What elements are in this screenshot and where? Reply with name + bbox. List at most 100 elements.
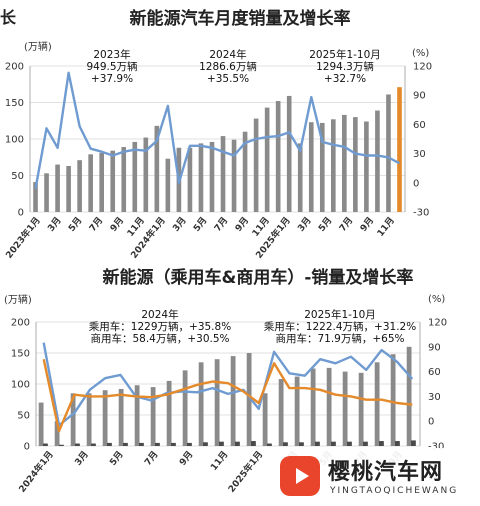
right-tick-label: 90 bbox=[413, 91, 426, 102]
bar bbox=[330, 119, 336, 212]
x-tick-label: 9月 bbox=[358, 215, 376, 234]
x-tick-label: 5月 bbox=[108, 449, 126, 468]
left-tick-label: 200 bbox=[5, 62, 24, 73]
watermark-name: 樱桃汽车网 bbox=[328, 460, 444, 485]
bar-commercial bbox=[203, 442, 208, 446]
bar bbox=[198, 143, 204, 212]
bar-commercial bbox=[315, 441, 320, 446]
annotation-line: 1286.6万辆 bbox=[199, 60, 257, 73]
bar-commercial bbox=[43, 443, 48, 446]
bar-passenger bbox=[38, 402, 44, 446]
left-tick-label: 150 bbox=[11, 349, 30, 360]
annotation-line: +35.5% bbox=[207, 73, 249, 85]
annotation-line: 2025年1-10月 bbox=[309, 48, 381, 61]
bar-commercial bbox=[379, 441, 384, 446]
bar-passenger bbox=[390, 354, 396, 446]
bar bbox=[33, 182, 38, 212]
x-tick-label: 2023年1月 bbox=[3, 214, 43, 260]
annotation-line: 商用车：71.9万辆，+65% bbox=[275, 332, 404, 345]
right-tick-label: 90 bbox=[428, 342, 441, 353]
x-tick-label: 7月 bbox=[212, 215, 230, 234]
left-tick-label: 0 bbox=[24, 442, 30, 453]
bar-passenger bbox=[134, 385, 140, 446]
bar bbox=[297, 143, 303, 212]
bar-passenger bbox=[326, 367, 332, 446]
bar-commercial bbox=[139, 442, 144, 446]
bar-commercial bbox=[123, 442, 128, 446]
bar-passenger bbox=[102, 390, 108, 446]
x-tick-label: 3月 bbox=[73, 449, 91, 468]
x-tick-label: 3月 bbox=[46, 215, 64, 234]
bar-passenger bbox=[310, 368, 316, 446]
bar bbox=[165, 158, 171, 212]
bar-passenger bbox=[118, 388, 124, 446]
right-tick-label: 120 bbox=[413, 62, 432, 73]
bar-commercial bbox=[299, 442, 304, 446]
bar-commercial bbox=[331, 441, 336, 446]
chart2-title: 新能源（乘用车&商用车）-销量及增长率 bbox=[103, 267, 414, 288]
x-tick-label: 11月 bbox=[375, 215, 397, 239]
bar-passenger bbox=[342, 371, 348, 446]
bar-passenger bbox=[278, 379, 284, 446]
bar-passenger bbox=[70, 393, 76, 446]
annotation-line: 商用车：58.4万辆，+30.5% bbox=[90, 332, 229, 345]
bar-commercial bbox=[155, 442, 160, 446]
bar bbox=[154, 125, 160, 212]
annotation-line: +37.9% bbox=[91, 73, 133, 85]
right-tick-label: 120 bbox=[428, 318, 447, 329]
bar bbox=[308, 122, 314, 212]
bar-commercial bbox=[347, 441, 352, 446]
right-tick-label: 60 bbox=[413, 120, 426, 131]
bar-passenger bbox=[198, 362, 204, 446]
right-tick-label: 30 bbox=[428, 392, 441, 403]
bar-commercial bbox=[171, 442, 176, 446]
x-tick-label: 3月 bbox=[296, 215, 314, 234]
bar-commercial bbox=[107, 442, 112, 446]
x-tick-label: 2025年1月 bbox=[225, 448, 265, 494]
bar-commercial bbox=[283, 442, 288, 446]
x-tick-label: 9月 bbox=[177, 449, 195, 468]
x-tick-label: 5月 bbox=[191, 215, 209, 234]
annotation-line: 949.5万辆 bbox=[86, 60, 137, 73]
bar-passenger bbox=[86, 393, 92, 446]
bar-passenger bbox=[166, 380, 172, 446]
x-tick-label: 9月 bbox=[108, 215, 126, 234]
annotation-line: 2025年1-10月 bbox=[304, 308, 376, 321]
chart2-right-unit: (%) bbox=[428, 294, 445, 305]
bar-commercial bbox=[219, 441, 224, 446]
left-tick-label: 0 bbox=[18, 208, 24, 219]
growth-line-0 bbox=[42, 342, 414, 427]
x-tick-label: 7月 bbox=[142, 449, 160, 468]
annotation-line: 乘用车：1222.4万辆，+31.2% bbox=[264, 320, 416, 333]
annotation-line: 2024年 bbox=[141, 308, 178, 321]
bar-passenger bbox=[230, 356, 236, 446]
right-tick-label: -30 bbox=[413, 208, 429, 219]
bar bbox=[397, 87, 402, 212]
bar bbox=[231, 139, 237, 212]
bar-commercial bbox=[235, 441, 240, 446]
bar-commercial bbox=[395, 441, 400, 446]
bar bbox=[99, 152, 105, 212]
left-tick-label: 200 bbox=[11, 318, 30, 329]
bar bbox=[55, 164, 60, 212]
bar bbox=[187, 147, 193, 212]
bar-passenger bbox=[182, 370, 188, 446]
bar-passenger bbox=[406, 346, 412, 446]
play-logo-icon bbox=[280, 456, 320, 496]
bar bbox=[44, 173, 49, 212]
bar bbox=[386, 94, 391, 212]
x-tick-label: 11月 bbox=[208, 449, 230, 473]
x-tick-label: 9月 bbox=[233, 215, 251, 234]
x-tick-label: 7月 bbox=[337, 215, 355, 234]
bar bbox=[88, 154, 93, 212]
left-tick-label: 100 bbox=[11, 380, 30, 391]
corner-text: 长 bbox=[0, 8, 17, 27]
chart1-title: 新能源汽车月度销量及增长率 bbox=[130, 8, 351, 29]
bar-commercial bbox=[363, 441, 368, 446]
bar-passenger bbox=[262, 393, 268, 446]
bar bbox=[264, 107, 270, 212]
bar bbox=[364, 121, 369, 212]
chart2-left-unit: (万辆) bbox=[4, 293, 32, 306]
x-tick-label: 2024年1月 bbox=[16, 448, 56, 494]
